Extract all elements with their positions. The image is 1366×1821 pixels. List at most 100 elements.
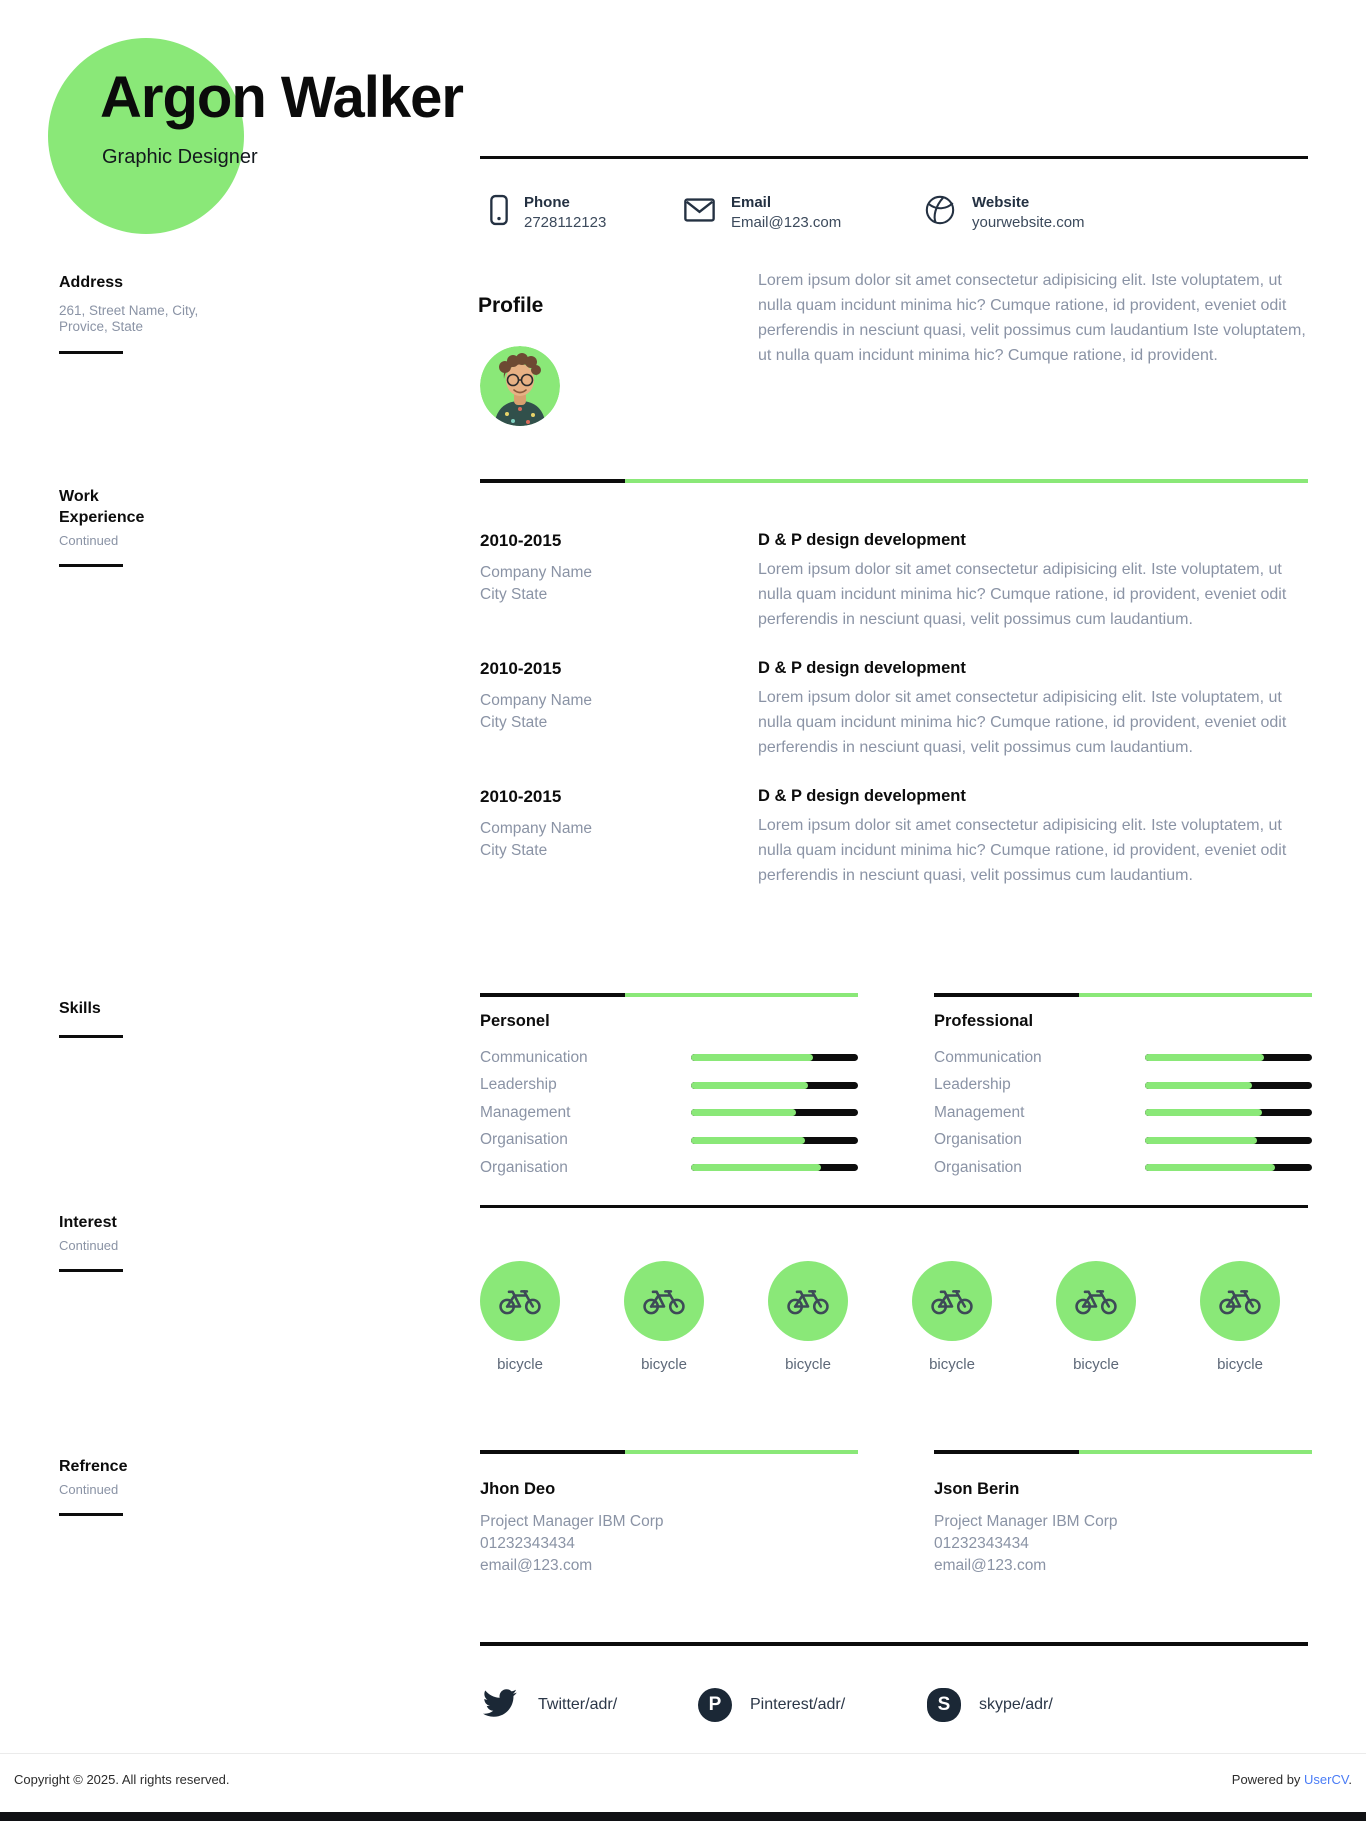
- work-title: D & P design development: [758, 659, 966, 677]
- reference-phone: 01232343434: [480, 1535, 575, 1552]
- skill-label: Leadership: [480, 1076, 557, 1094]
- skill-label: Leadership: [934, 1076, 1011, 1094]
- skill-label: Management: [480, 1103, 571, 1121]
- interest-section-divider: [480, 1205, 1308, 1208]
- skill-row: Organisation: [934, 1127, 1312, 1155]
- interest-label: bicycle: [1073, 1356, 1119, 1373]
- skill-bar: [1145, 1054, 1312, 1062]
- sidebar-underline: [59, 1513, 123, 1516]
- work-location: City State: [480, 586, 548, 603]
- contact-value-email[interactable]: Email@123.com: [731, 213, 842, 231]
- skype-icon: S: [927, 1688, 961, 1722]
- page-title: Argon Walker: [100, 65, 464, 130]
- reference-name: Jhon Deo: [480, 1480, 556, 1498]
- sidebar-underline: [59, 1035, 123, 1038]
- website-icon: [924, 194, 956, 231]
- email-icon: [684, 197, 715, 227]
- brand-link[interactable]: UserCV: [1304, 1772, 1349, 1787]
- bicycle-icon: [912, 1261, 992, 1341]
- social-label: Pinterest/adr/: [750, 1696, 846, 1713]
- sidebar-section-address: Address 261, Street Name, City, Provice,…: [59, 272, 198, 354]
- sidebar-heading-address: Address: [59, 274, 124, 291]
- reference-divider: [480, 1450, 858, 1454]
- bicycle-icon: [768, 1261, 848, 1341]
- contact-value-website[interactable]: yourwebsite.com: [972, 213, 1085, 231]
- skill-bar: [691, 1054, 858, 1062]
- skill-bar: [1145, 1109, 1312, 1117]
- sidebar-section-interest: Interest Continued: [59, 1212, 123, 1272]
- job-role: Graphic Designer: [102, 146, 258, 168]
- sidebar-section-skills: Skills: [59, 998, 123, 1038]
- skill-row: Leadership: [480, 1072, 858, 1100]
- skills-column-title: Personel: [480, 1012, 550, 1030]
- interest-label: bicycle: [785, 1356, 831, 1373]
- interest-item: bicycle: [1056, 1261, 1136, 1373]
- work-company: Company Name: [480, 820, 592, 837]
- profile-heading: Profile: [478, 294, 544, 317]
- work-period: 2010-2015: [480, 787, 562, 806]
- interest-item: bicycle: [912, 1261, 992, 1373]
- skills-column-title: Professional: [934, 1012, 1034, 1030]
- interest-label: bicycle: [929, 1356, 975, 1373]
- work-company: Company Name: [480, 564, 592, 581]
- sidebar-note-work: Continued: [59, 533, 119, 548]
- skill-label: Communication: [934, 1048, 1042, 1066]
- social-link-twitter[interactable]: Twitter/adr/: [480, 1684, 617, 1726]
- skill-bar: [1145, 1136, 1312, 1144]
- contact-label: Email: [731, 193, 772, 211]
- skill-label: Management: [934, 1103, 1025, 1121]
- reference-role: Project Manager IBM Corp: [934, 1513, 1118, 1530]
- skill-row: Leadership: [934, 1072, 1312, 1100]
- interest-item: bicycle: [1200, 1261, 1280, 1373]
- skill-label: Organisation: [480, 1158, 568, 1176]
- interest-item: bicycle: [624, 1261, 704, 1373]
- sidebar-note-reference: Continued: [59, 1482, 119, 1497]
- work-location: City State: [480, 842, 548, 859]
- skills-column-personel: Communication Leadership Management Orga…: [480, 1044, 858, 1182]
- address-line-1: 261, Street Name, City,: [59, 303, 199, 318]
- interest-label: bicycle: [497, 1356, 543, 1373]
- skill-bar: [691, 1164, 858, 1172]
- skills-column-professional: Communication Leadership Management Orga…: [934, 1044, 1312, 1182]
- footer-divider: [0, 1753, 1366, 1754]
- interest-item: bicycle: [768, 1261, 848, 1373]
- profile-summary: Lorem ipsum dolor sit amet consectetur a…: [758, 272, 1306, 364]
- skill-bar: [1145, 1081, 1312, 1089]
- bicycle-icon: [480, 1261, 560, 1341]
- sidebar-section-work: Work Experience Continued: [59, 486, 179, 567]
- skill-label: Organisation: [934, 1131, 1022, 1149]
- skill-row: Organisation: [480, 1127, 858, 1155]
- work-description: Lorem ipsum dolor sit amet consectetur a…: [758, 561, 1287, 628]
- skill-row: Organisation: [480, 1154, 858, 1182]
- work-entry: 2010-2015 Company Name City State D & P …: [480, 659, 1308, 756]
- work-title: D & P design development: [758, 787, 966, 805]
- social-link-skype[interactable]: S skype/adr/: [927, 1684, 1053, 1726]
- reference-phone: 01232343434: [934, 1535, 1029, 1552]
- social-link-pinterest[interactable]: P Pinterest/adr/: [698, 1684, 845, 1726]
- reference-email[interactable]: email@123.com: [934, 1557, 1047, 1574]
- interest-label: bicycle: [641, 1356, 687, 1373]
- contact-value-phone[interactable]: 2728112123: [524, 213, 607, 231]
- social-label: skype/adr/: [979, 1696, 1053, 1713]
- skill-bar: [691, 1109, 858, 1117]
- pinterest-icon: P: [698, 1688, 732, 1722]
- bicycle-icon: [624, 1261, 704, 1341]
- header-divider: [480, 156, 1308, 159]
- work-period: 2010-2015: [480, 531, 562, 550]
- sidebar-underline: [59, 564, 123, 567]
- sidebar-note-interest: Continued: [59, 1238, 119, 1253]
- contact-label: Website: [972, 193, 1030, 211]
- social-section-divider: [480, 1642, 1308, 1646]
- skill-label: Communication: [480, 1048, 588, 1066]
- work-title: D & P design development: [758, 531, 966, 549]
- bottom-bar: [0, 1812, 1366, 1821]
- interest-item: bicycle: [480, 1261, 560, 1373]
- work-section-divider: [480, 479, 1308, 483]
- phone-icon: [490, 194, 508, 231]
- bicycle-icon: [1056, 1261, 1136, 1341]
- reference-email[interactable]: email@123.com: [480, 1557, 593, 1574]
- reference-role: Project Manager IBM Corp: [480, 1513, 664, 1530]
- social-label: Twitter/adr/: [538, 1696, 618, 1713]
- avatar: [480, 346, 560, 426]
